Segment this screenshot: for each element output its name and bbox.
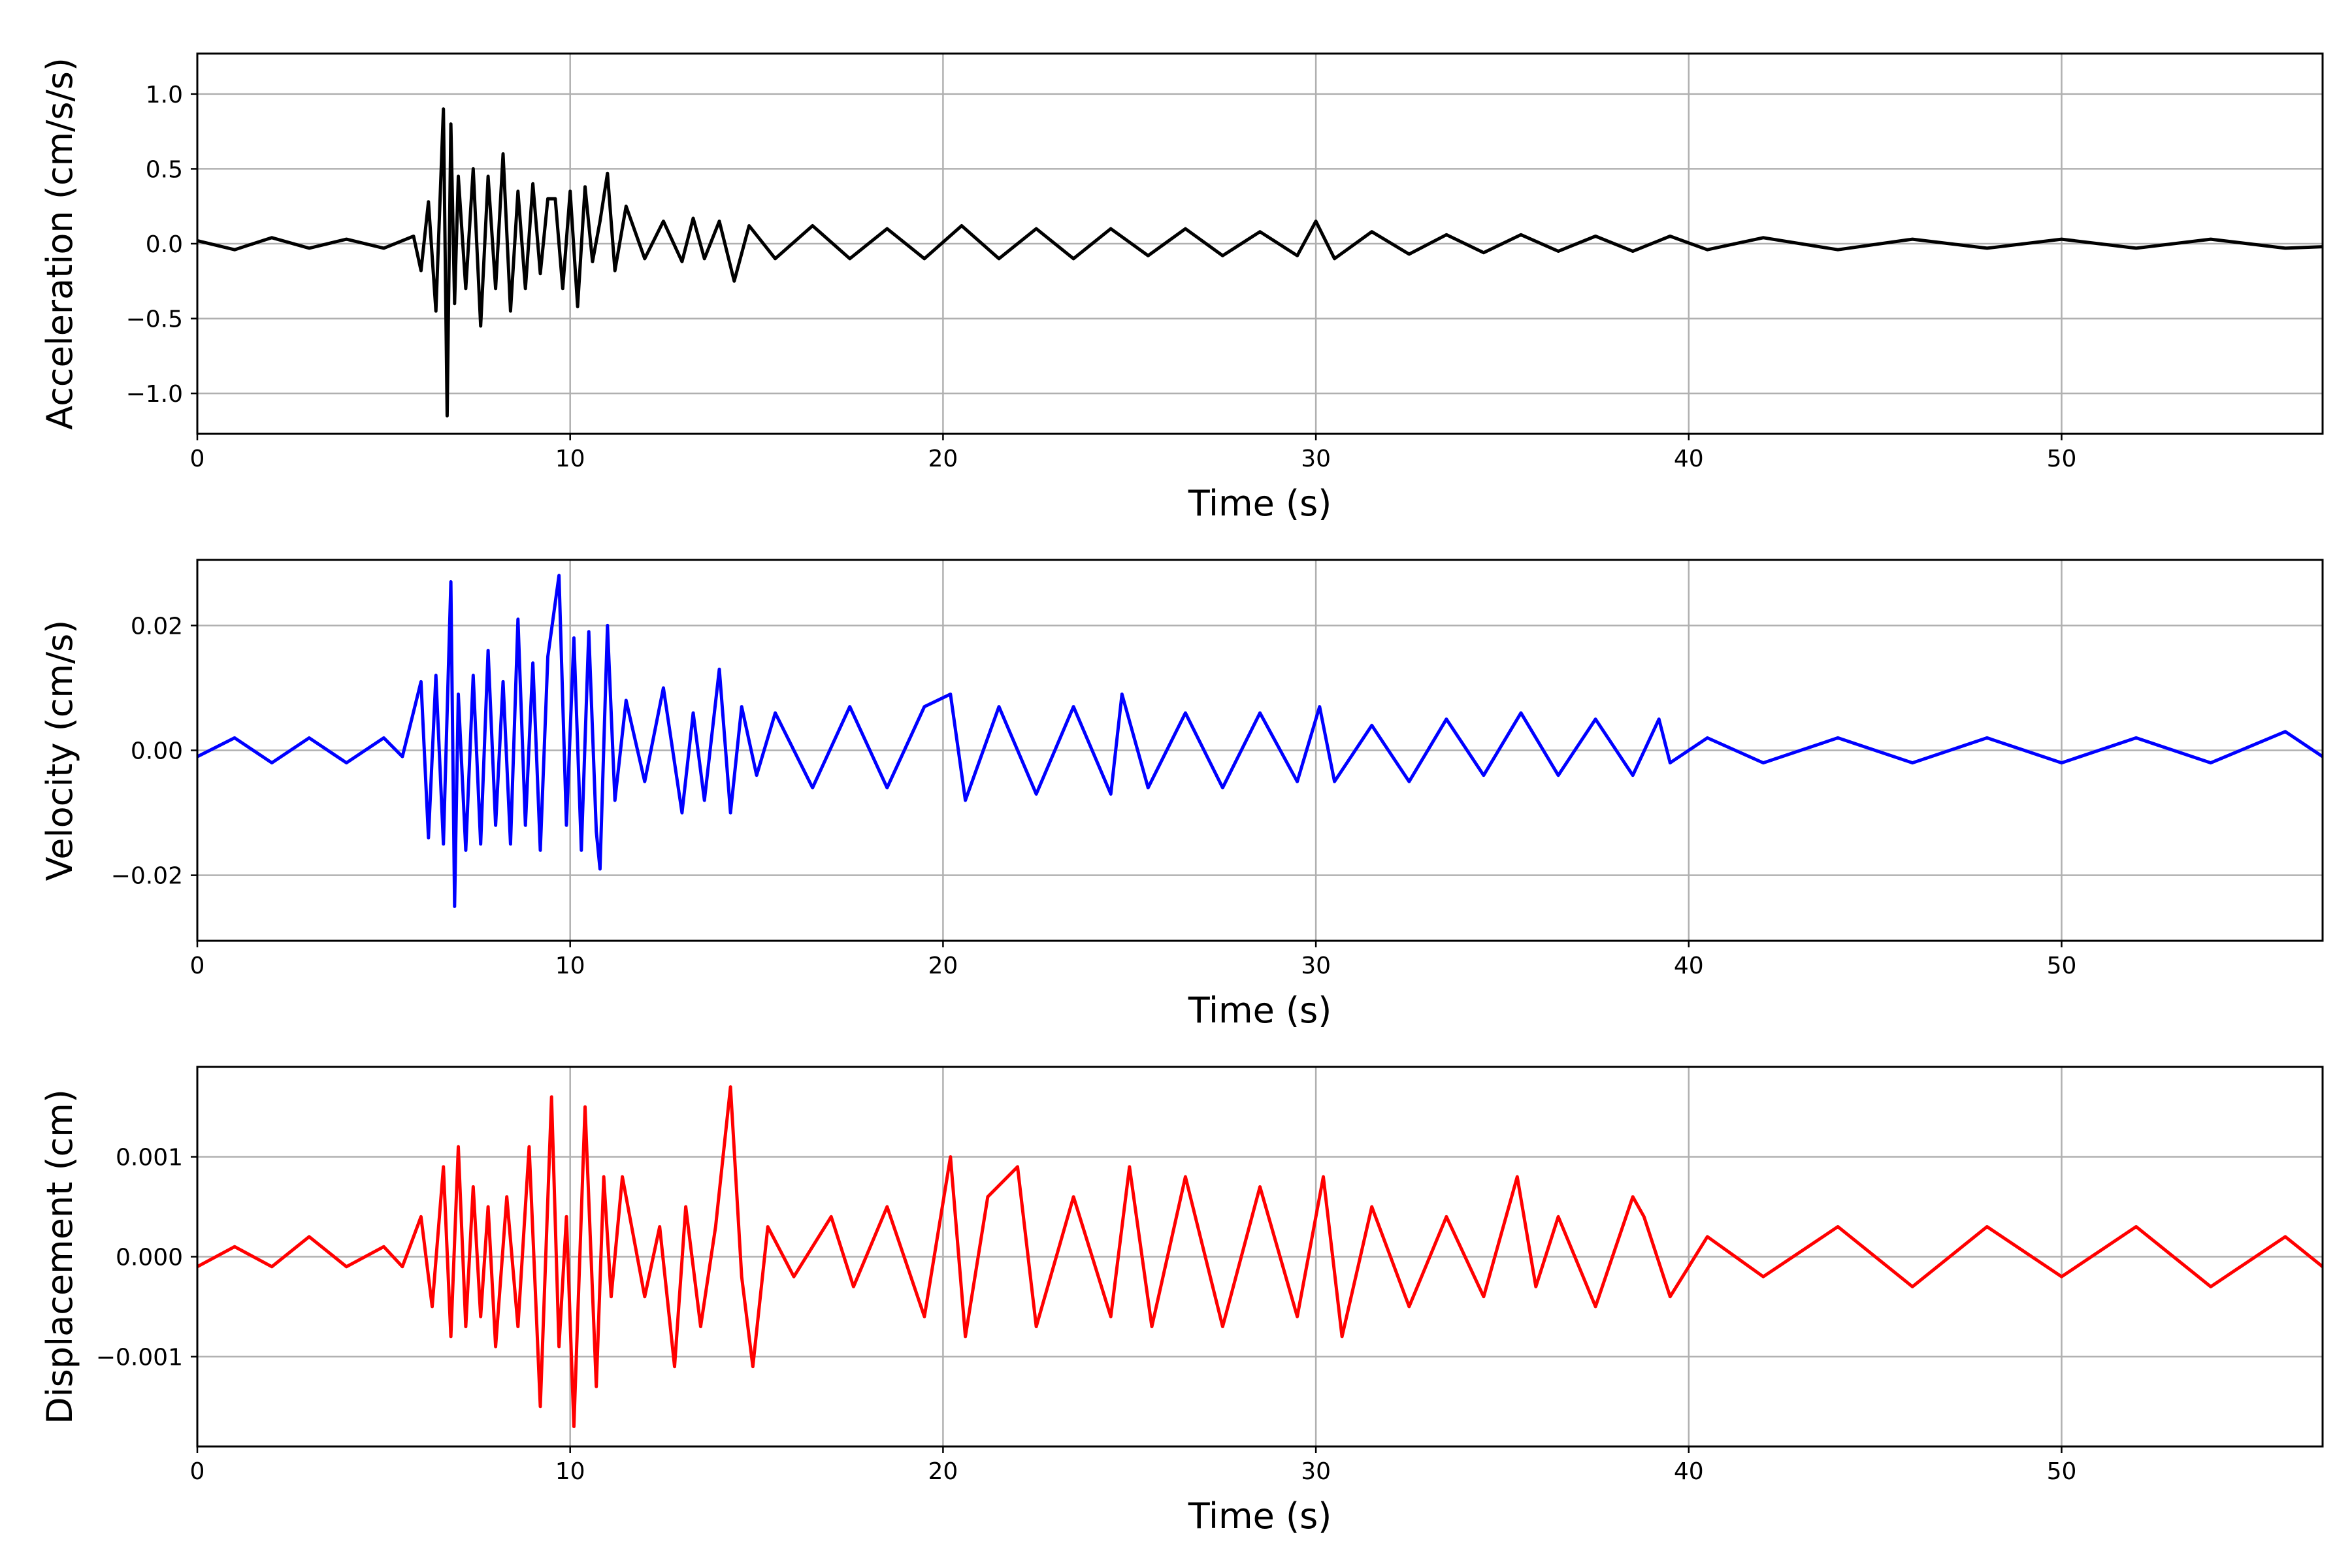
displacement-x-tick-label: 30 (1301, 1458, 1331, 1485)
acceleration-y-tick-label: −0.5 (126, 306, 183, 333)
velocity-x-tick-label: 20 (928, 953, 958, 979)
displacement-x-tick-label: 10 (555, 1458, 585, 1485)
displacement-x-ticks: 0 10 20 30 40 50 (190, 1446, 2077, 1485)
acceleration-panel: 0 10 20 30 40 50 −1.0 −0.5 0.0 0.5 1.0 Time (s) A… (39, 52, 2324, 524)
velocity-x-tick-label: 40 (1674, 953, 1704, 979)
acceleration-y-tick-label: 0.5 (146, 156, 183, 183)
acceleration-y-ticks: −1.0 −0.5 0.0 0.5 1.0 (126, 82, 197, 408)
acceleration-x-tick-label: 40 (1674, 446, 1704, 472)
displacement-y-tick-label: −0.001 (96, 1344, 183, 1371)
acceleration-x-tick-label: 30 (1301, 446, 1331, 472)
displacement-x-tick-label: 20 (928, 1458, 958, 1485)
acceleration-y-axis-label: Acceleration (cm/s/s) (39, 57, 80, 430)
displacement-grid (197, 1067, 2323, 1446)
displacement-x-tick-label: 50 (2047, 1458, 2077, 1485)
velocity-panel: 0 10 20 30 40 50 −0.02 0.00 0.02 Time (s) Veloc… (39, 559, 2324, 1031)
velocity-trace (196, 574, 2324, 908)
displacement-x-axis-label: Time (s) (1188, 1495, 1332, 1537)
acceleration-y-tick-label: 1.0 (146, 82, 183, 108)
displacement-trace (196, 1085, 2324, 1428)
acceleration-grid (197, 54, 2323, 434)
displacement-y-tick-label: 0.000 (116, 1245, 183, 1271)
velocity-x-tick-label: 10 (555, 953, 585, 979)
velocity-x-axis-label: Time (s) (1188, 990, 1332, 1031)
velocity-y-tick-label: 0.02 (131, 613, 183, 640)
velocity-x-tick-label: 30 (1301, 953, 1331, 979)
acceleration-x-tick-label: 10 (555, 446, 585, 472)
velocity-y-axis-label: Velocity (cm/s) (39, 620, 80, 881)
displacement-x-tick-label: 0 (190, 1458, 205, 1485)
acceleration-x-tick-label: 50 (2047, 446, 2077, 472)
acceleration-y-tick-label: 0.0 (146, 231, 183, 258)
acceleration-trace (197, 107, 2323, 417)
acceleration-x-tick-label: 0 (190, 446, 205, 472)
displacement-y-axis-label: Displacement (cm) (39, 1089, 80, 1424)
velocity-grid (197, 560, 2323, 941)
velocity-x-tick-label: 0 (190, 953, 205, 979)
acceleration-x-tick-label: 20 (928, 446, 958, 472)
velocity-x-tick-label: 50 (2047, 953, 2077, 979)
velocity-x-ticks: 0 10 20 30 40 50 (190, 941, 2077, 979)
acceleration-x-ticks: 0 10 20 30 40 50 (190, 434, 2077, 472)
acceleration-y-tick-label: −1.0 (126, 381, 183, 408)
displacement-y-tick-label: 0.001 (116, 1145, 183, 1171)
displacement-x-tick-label: 40 (1674, 1458, 1704, 1485)
velocity-y-ticks: −0.02 0.00 0.02 (111, 613, 197, 890)
velocity-y-tick-label: 0.00 (131, 738, 183, 765)
acceleration-x-axis-label: Time (s) (1188, 483, 1332, 524)
displacement-y-ticks: −0.001 0.000 0.001 (96, 1145, 197, 1371)
velocity-y-tick-label: −0.02 (111, 863, 183, 890)
displacement-panel: 0 10 20 30 40 50 −0.001 0.000 0.001 Time (s) Di… (39, 1066, 2324, 1537)
